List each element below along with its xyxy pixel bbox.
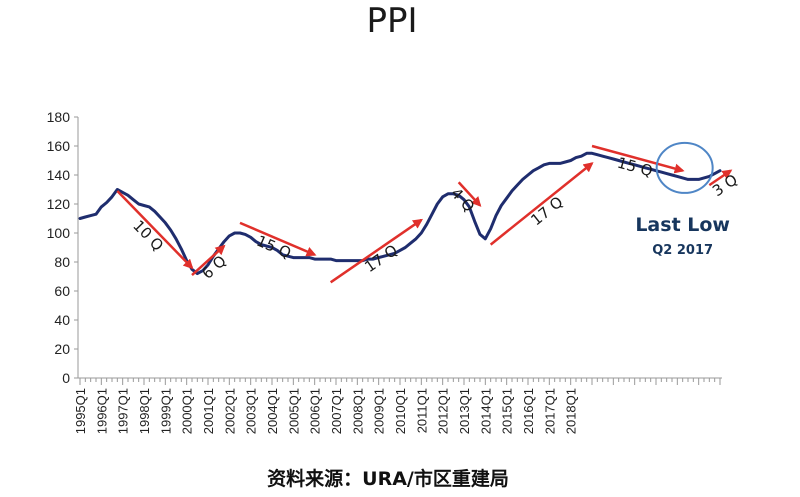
y-tick-label: 80 — [54, 254, 70, 270]
x-tick-label: 2017Q1 — [542, 388, 557, 434]
y-tick-label: 140 — [47, 167, 71, 183]
y-tick-label: 120 — [47, 196, 71, 212]
x-tick-label: 2014Q1 — [478, 388, 493, 434]
trend-label: 17 Q — [527, 193, 566, 229]
x-tick-label: 1997Q1 — [116, 388, 131, 434]
x-tick-label: 2000Q1 — [180, 388, 195, 434]
trend-arrow — [329, 218, 423, 284]
chart-title: PPI — [366, 1, 417, 41]
y-tick-label: 0 — [62, 370, 70, 386]
source-note: 资料来源：URA/市区重建局 — [267, 467, 509, 490]
trend-label: 10 Q — [129, 217, 167, 255]
y-tick-label: 180 — [47, 109, 71, 125]
x-tick-label: 2008Q1 — [350, 388, 365, 434]
trend-label: 15 Q — [254, 232, 294, 263]
trend-label: 15 Q — [615, 154, 654, 181]
y-tick-label: 20 — [54, 341, 70, 357]
x-tick-label: 2006Q1 — [308, 388, 323, 434]
y-tick-label: 40 — [54, 312, 70, 328]
x-tick-label: 2016Q1 — [521, 388, 536, 434]
x-tick-label: 2018Q1 — [564, 388, 579, 434]
trend-label: 6 Q — [198, 252, 229, 283]
trend-arrow — [239, 221, 317, 257]
trend-arrow — [116, 190, 194, 270]
last-low-label: Last Low — [635, 214, 730, 236]
y-tick-label: 60 — [54, 283, 70, 299]
trend-arrow — [489, 162, 594, 246]
x-tick-label: 2015Q1 — [500, 388, 515, 434]
x-tick-label: 2004Q1 — [265, 388, 280, 434]
x-tick-label: 2003Q1 — [244, 388, 259, 434]
last-low-circle — [655, 141, 714, 194]
x-tick-label: 2010Q1 — [393, 388, 408, 434]
trend-arrow — [191, 244, 226, 276]
x-tick-label: 1996Q1 — [94, 388, 109, 434]
last-low-date: Q2 2017 — [652, 243, 713, 258]
x-tick-label: 2007Q1 — [329, 388, 344, 434]
x-tick-label: 2013Q1 — [457, 388, 472, 434]
x-tick-label: 1995Q1 — [73, 388, 88, 434]
y-tick-label: 160 — [47, 138, 71, 154]
chart-axes: 0 20 40 60 80 100 120 140 160 180 1995Q1 1996Q1 1997… — [47, 109, 722, 434]
last-low-highlight: Last Low Q2 2017 — [635, 141, 730, 258]
x-tick-label: 2005Q1 — [286, 388, 301, 434]
x-tick-label: 1999Q1 — [158, 388, 173, 434]
trend-label: 4 Q — [447, 184, 478, 215]
x-tick-label: 2011Q1 — [414, 388, 429, 433]
trend-arrow — [591, 144, 685, 174]
x-tick-label: 2009Q1 — [372, 388, 387, 434]
trend-arrow — [457, 181, 482, 207]
x-tick-label: 2012Q1 — [436, 388, 451, 434]
y-tick-label: 100 — [47, 225, 71, 241]
x-tick-label: 2001Q1 — [201, 388, 216, 434]
trend-arrow — [708, 169, 733, 187]
x-tick-label: 2002Q1 — [222, 388, 237, 434]
x-tick-label: 1998Q1 — [137, 388, 152, 434]
